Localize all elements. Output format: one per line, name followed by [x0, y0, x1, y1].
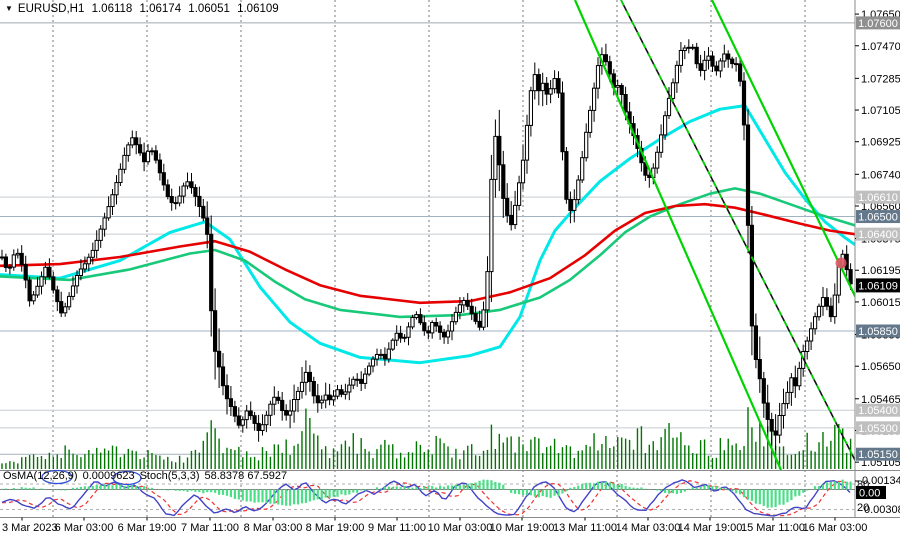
time-tick-label: 3 Mar 2023	[2, 522, 58, 534]
ohlc-close: 1.06109	[237, 3, 279, 15]
parameter-highlight-ellipse	[41, 469, 73, 485]
time-tick-label: 6 Mar 03:00	[55, 522, 114, 534]
time-tick-label: 15 Mar 11:00	[741, 522, 805, 534]
price-tick-label: 1.07105	[861, 105, 900, 117]
time-tick-label: 10 Mar 03:00	[428, 522, 493, 534]
ma-red-line	[0, 202, 856, 305]
time-tick-label: 8 Mar 19:00	[306, 522, 365, 534]
price-tick-label: 1.05465	[861, 394, 900, 406]
price-tick-label: 1.07285	[861, 73, 900, 85]
stoch-values: 58.8378 67.5927	[204, 470, 288, 482]
price-touch-marker	[835, 257, 847, 269]
candle-wicks	[1, 39, 852, 451]
trendlines	[573, 0, 900, 471]
support-resistance-lines	[0, 22, 855, 455]
candle-bodies	[0, 46, 853, 436]
time-tick-label: 14 Mar 03:00	[616, 522, 681, 534]
svg-text:0.00: 0.00	[859, 488, 880, 500]
level-badge: 1.05300	[858, 423, 898, 435]
svg-text:0.0013487: 0.0013487	[862, 475, 900, 487]
svg-text:20: 20	[857, 502, 869, 514]
level-badge: 1.05150	[858, 449, 898, 461]
time-tick-label: 13 Mar 11:00	[553, 522, 617, 534]
time-tick-label: 8 Mar 03:00	[244, 522, 303, 534]
parameter-highlight-ellipse	[112, 470, 142, 486]
time-tick-label: 7 Mar 11:00	[181, 522, 239, 534]
level-badge: 1.06400	[858, 229, 898, 241]
time-tick-label: 6 Mar 19:00	[118, 522, 177, 534]
ohlc-open: 1.06118	[91, 3, 133, 15]
price-axis-ticks: 1.076501.074701.072851.071051.069251.067…	[855, 9, 900, 469]
symbol-dropdown-icon[interactable]: ▼	[5, 4, 13, 13]
ohlc-high: 1.06174	[139, 3, 182, 15]
level-badge: 1.06610	[858, 192, 898, 204]
osma-bars	[0, 479, 852, 508]
level-badge: 1.07600	[858, 18, 898, 30]
price-axis-panel	[855, 0, 900, 536]
osma-name: OsMA(12,26,9)	[3, 470, 78, 482]
indicator-label: OsMA(12,26,9) 0.0009623 Stoch(5,3,3) 58.837…	[3, 470, 292, 482]
price-level-badges: 1.07600 1.06610 1.06500 1.06400 1.05850 1.054…	[856, 16, 900, 461]
level-badge: 1.05400	[858, 405, 898, 417]
ohlc-low: 1.06051	[188, 3, 230, 15]
price-tick-label: 1.06740	[861, 169, 900, 181]
chart-title-bar[interactable]: ▼ EURUSD,H1 1.06118 1.06174 1.06051 1.061…	[5, 3, 283, 15]
ma-cyan-line	[0, 104, 856, 365]
svg-text:0.0030890: 0.0030890	[864, 504, 900, 516]
time-tick-label: 16 Mar 03:00	[803, 522, 868, 534]
level-badge: 1.06500	[858, 212, 898, 224]
svg-text:1.06109: 1.06109	[858, 280, 898, 292]
time-tick-label: 14 Mar 19:00	[678, 522, 743, 534]
symbol-period-label: EURUSD,H1	[17, 3, 85, 15]
price-tick-label: 1.06925	[861, 137, 900, 149]
price-tick-label: 1.05650	[861, 361, 900, 373]
level-badge: 1.05850	[858, 326, 898, 338]
time-tick-label: 10 Mar 19:00	[490, 522, 555, 534]
time-tick-label: 9 Mar 11:00	[368, 522, 426, 534]
price-tick-label: 1.06560	[861, 201, 900, 213]
price-tick-label: 1.06015	[861, 297, 900, 309]
stoch-name: Stoch(5,3,3)	[139, 470, 200, 482]
osma-value: 0.0009623	[82, 470, 135, 482]
price-tick-label: 1.06195	[861, 265, 900, 277]
current-price-badge	[856, 278, 900, 293]
price-tick-label: 1.07470	[861, 41, 900, 53]
volume-histogram	[1, 407, 852, 469]
